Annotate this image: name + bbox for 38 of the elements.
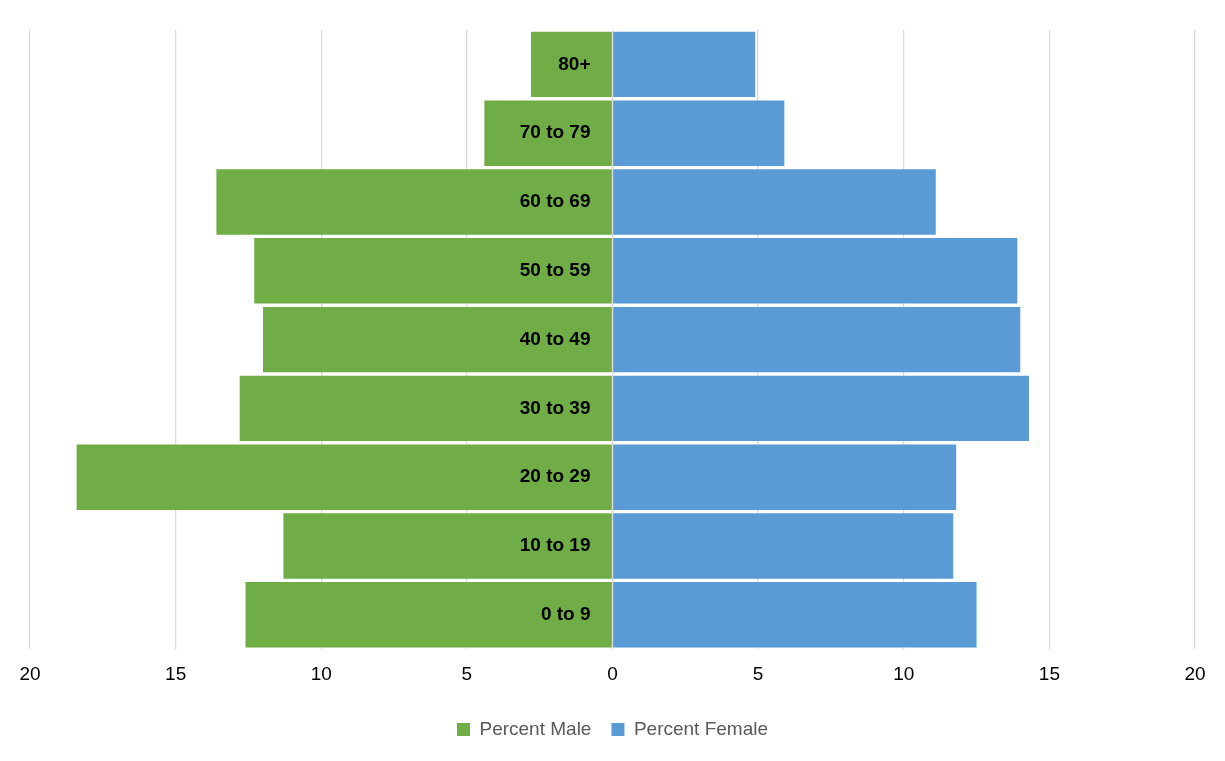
bar	[484, 100, 612, 166]
bar	[613, 31, 756, 98]
bar	[613, 375, 1029, 442]
x-tick-label: 15	[165, 662, 187, 684]
bar	[613, 238, 1018, 304]
y-tick-label: 50 to 59	[519, 259, 591, 281]
y-tick-label: 40 to 49	[519, 327, 591, 349]
x-tick-label: 20	[19, 662, 41, 684]
x-tick-label: 0	[607, 662, 618, 684]
bar	[76, 444, 612, 510]
x-tick-label: 15	[1038, 662, 1060, 684]
bar	[613, 100, 785, 166]
bar	[530, 31, 612, 98]
bar	[613, 444, 957, 510]
bar	[263, 306, 612, 373]
bar	[239, 375, 612, 442]
x-tick-label: 5	[461, 662, 473, 684]
y-tick-label: 80+	[558, 52, 591, 74]
legend-label: Percent Female	[633, 717, 769, 739]
y-tick-label: 10 to 19	[519, 534, 591, 556]
x-tick-label: 10	[893, 662, 915, 684]
legend-label: Percent Male	[479, 717, 592, 739]
bar	[216, 169, 612, 235]
bar	[613, 582, 977, 648]
x-tick-label: 5	[752, 662, 764, 684]
y-tick-label: 30 to 39	[519, 396, 591, 418]
x-tick-label: 10	[310, 662, 332, 684]
y-tick-label: 20 to 29	[519, 465, 591, 487]
bar	[613, 169, 936, 235]
x-tick-label: 20	[1184, 662, 1206, 684]
bar	[254, 238, 612, 304]
bar	[283, 513, 612, 579]
bar	[613, 513, 954, 579]
y-tick-label: 60 to 69	[519, 190, 591, 212]
bar	[245, 582, 612, 648]
y-tick-label: 0 to 9	[540, 603, 591, 625]
bar	[613, 306, 1021, 373]
y-tick-label: 70 to 79	[519, 121, 591, 143]
